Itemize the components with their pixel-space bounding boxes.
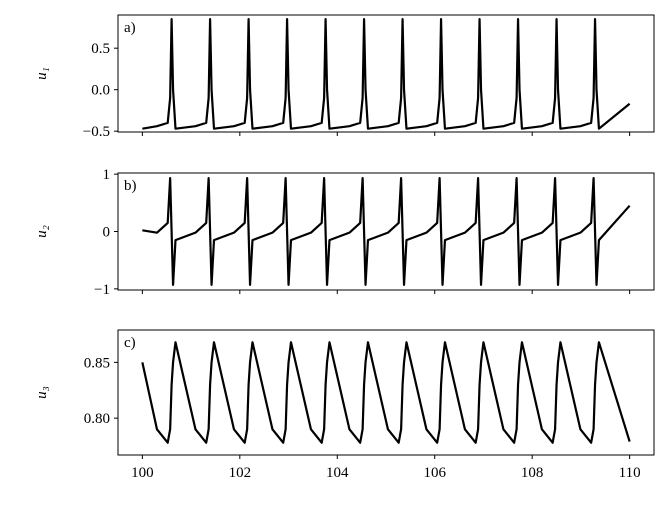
y-tick-label: 0.0 (91, 83, 110, 99)
axes-frame (117, 172, 655, 291)
y-axis-label: u₃ (34, 386, 50, 399)
x-tick-label: 100 (131, 465, 154, 481)
x-tick-label: 110 (619, 465, 641, 481)
panel-label: b) (124, 178, 137, 194)
panel-label: a) (124, 20, 136, 36)
series-line (142, 18, 631, 130)
y-tick-label: 1 (103, 167, 111, 183)
series-line (142, 177, 631, 286)
axes-frame (117, 329, 655, 456)
y-tick-label: 0 (103, 225, 111, 241)
y-tick-label: 0.5 (91, 41, 110, 57)
y-tick-label: 0.80 (84, 411, 110, 427)
panel-label: c) (124, 335, 136, 351)
x-tick-label: 102 (229, 465, 252, 481)
x-tick-label: 104 (326, 465, 349, 481)
y-tick-label: −0.5 (83, 124, 110, 140)
y-tick-label: −1 (94, 282, 110, 298)
x-tick-label: 106 (423, 465, 446, 481)
y-axis-label: u₁ (34, 67, 50, 80)
series-line (141, 341, 631, 444)
axes-frame (117, 14, 655, 133)
y-axis-label: u₂ (34, 225, 50, 238)
x-tick-label: 108 (521, 465, 544, 481)
y-tick-label: 0.85 (84, 355, 110, 371)
